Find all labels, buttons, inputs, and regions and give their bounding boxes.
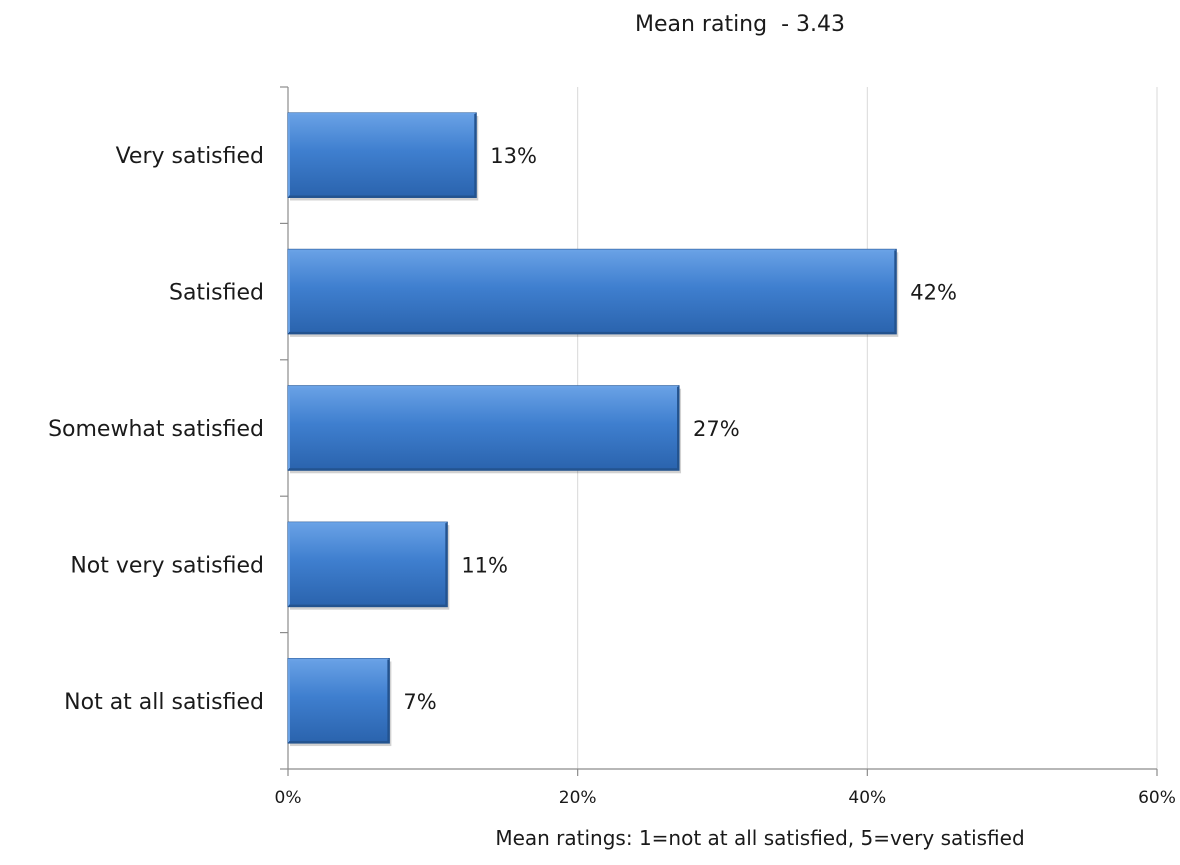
bars xyxy=(287,112,899,747)
category-label: Not very satisfied xyxy=(70,553,264,578)
chart-title: Mean rating - 3.43 xyxy=(634,12,845,37)
bar-shade xyxy=(289,113,477,198)
data-label: 13% xyxy=(490,144,537,168)
data-label: 27% xyxy=(693,417,740,441)
bar-highlight xyxy=(288,658,389,743)
bar xyxy=(287,521,448,608)
category-label: Satisfied xyxy=(169,281,264,306)
category-label: Very satisfied xyxy=(116,144,264,169)
bar-shade xyxy=(289,386,680,471)
category-label: Somewhat satisfied xyxy=(48,417,264,442)
x-tick-label: 20% xyxy=(559,788,597,808)
x-tick-label: 60% xyxy=(1138,788,1176,808)
x-tick-label: 0% xyxy=(275,788,302,808)
bar xyxy=(287,385,680,471)
bar-highlight xyxy=(288,112,476,197)
bar-shade xyxy=(289,523,448,607)
bar-highlight xyxy=(288,522,447,606)
x-tick-label: 40% xyxy=(848,788,886,808)
chart-footnote: Mean ratings: 1=not at all satisfied, 5=… xyxy=(495,826,1025,850)
bar-highlight xyxy=(288,385,679,470)
bar-shade xyxy=(289,659,390,744)
bar xyxy=(287,658,390,744)
bar xyxy=(287,112,477,198)
labels: 0% 20% 40% 60% Very satisfied 13% Satisfied 42%… xyxy=(48,144,1176,808)
bar-highlight xyxy=(288,249,896,333)
category-label: Not at all satisfied xyxy=(64,690,264,715)
data-label: 11% xyxy=(461,553,508,577)
bar-shade xyxy=(289,250,897,334)
data-label: 42% xyxy=(910,281,957,305)
bar xyxy=(287,248,897,335)
data-label: 7% xyxy=(403,690,436,714)
